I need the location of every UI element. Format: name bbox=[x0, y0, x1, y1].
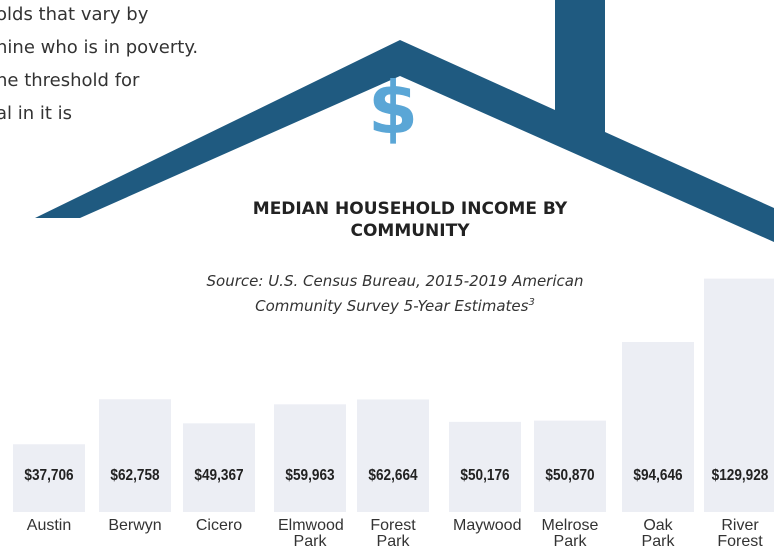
intro-text: nine who is in poverty. bbox=[0, 37, 198, 58]
value-label: $62,758 bbox=[97, 467, 174, 485]
chart-title: MEDIAN HOUSEHOLD INCOME BY COMMUNITY bbox=[220, 198, 600, 242]
footnote-marker: 3 bbox=[528, 297, 534, 308]
category-label: Cicero bbox=[187, 518, 251, 534]
value-label: $129,928 bbox=[702, 467, 774, 485]
category-label: Elmwood Park bbox=[278, 518, 342, 550]
value-label: $37,706 bbox=[11, 467, 88, 485]
value-label: $50,870 bbox=[532, 467, 609, 485]
category-label: Austin bbox=[17, 518, 81, 534]
category-label: Forest Park bbox=[361, 518, 425, 550]
bar bbox=[274, 404, 346, 512]
dollar-icon: $ bbox=[368, 66, 418, 150]
intro-text: ne threshold for bbox=[0, 70, 139, 91]
intro-text: olds that vary by bbox=[0, 4, 148, 25]
category-label: Melrose Park bbox=[538, 518, 602, 550]
value-label: $50,176 bbox=[447, 467, 524, 485]
category-label: River Forest bbox=[708, 518, 772, 550]
category-label: Oak Park bbox=[626, 518, 690, 550]
chart-source: Source: U.S. Census Bureau, 2015-2019 Am… bbox=[165, 270, 625, 317]
bar bbox=[99, 399, 171, 512]
source-text: Source: U.S. Census Bureau, 2015-2019 Am… bbox=[207, 272, 584, 315]
category-label: Berwyn bbox=[103, 518, 167, 534]
value-label: $49,367 bbox=[181, 467, 258, 485]
value-label: $94,646 bbox=[620, 467, 697, 485]
page: $ MEDIAN HOUSEHOLD INCOME BY COMMUNITY S… bbox=[0, 0, 774, 554]
bar bbox=[357, 399, 429, 512]
intro-text: al in it is bbox=[0, 103, 72, 124]
value-label: $62,664 bbox=[355, 467, 432, 485]
value-label: $59,963 bbox=[272, 467, 349, 485]
bar bbox=[622, 342, 694, 512]
category-label: Maywood bbox=[453, 518, 517, 534]
